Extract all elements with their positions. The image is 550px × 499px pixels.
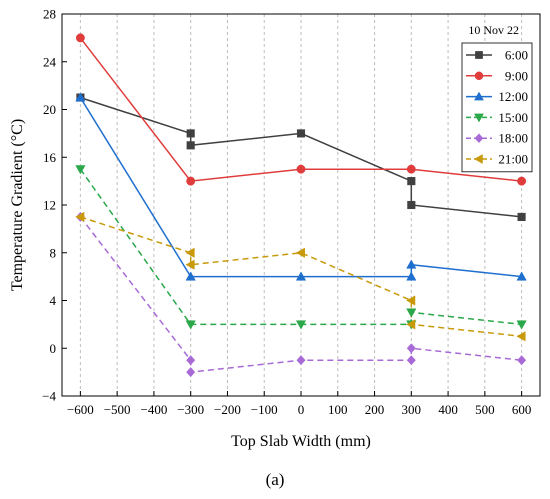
data-point-1200 bbox=[406, 271, 417, 281]
legend-marker-1800 bbox=[474, 133, 484, 144]
x-tick-label: 600 bbox=[512, 402, 532, 417]
caption-text: (a) bbox=[265, 470, 285, 489]
legend-box bbox=[461, 42, 533, 173]
series-line-1500 bbox=[79, 168, 522, 326]
x-tick-label: −100 bbox=[251, 402, 278, 417]
y-tick-label: 4 bbox=[50, 293, 57, 308]
data-point-1500 bbox=[185, 320, 196, 330]
y-tick-label: −4 bbox=[42, 389, 56, 404]
y-tick-label: 16 bbox=[43, 150, 57, 165]
data-point-1200 bbox=[406, 259, 417, 269]
legend-label-1800: 18:00 bbox=[498, 131, 528, 146]
data-point-1800 bbox=[517, 355, 527, 366]
x-tick-label: 400 bbox=[438, 402, 458, 417]
x-tick-label: 300 bbox=[402, 402, 422, 417]
legend-marker-1500 bbox=[474, 113, 484, 123]
data-point-600 bbox=[186, 129, 195, 138]
legend-label-1500: 15:00 bbox=[498, 110, 528, 125]
data-point-1800 bbox=[406, 343, 416, 354]
data-point-1500 bbox=[516, 320, 527, 330]
data-point-1500 bbox=[295, 320, 307, 330]
series-markers bbox=[75, 33, 527, 378]
y-tick-label: 24 bbox=[43, 54, 57, 69]
date-annotation: 10 Nov 22 bbox=[468, 23, 519, 37]
data-point-2100 bbox=[406, 295, 416, 306]
data-point-1200 bbox=[295, 271, 307, 281]
data-point-2100 bbox=[516, 331, 526, 342]
legend-label-900: 9:00 bbox=[505, 68, 528, 83]
x-tick-label: −600 bbox=[67, 402, 94, 417]
legend-label-2100: 21:00 bbox=[498, 152, 528, 167]
data-point-900 bbox=[186, 176, 196, 186]
y-tick-label: 0 bbox=[50, 341, 57, 356]
grid-lines bbox=[79, 14, 523, 396]
data-point-1800 bbox=[186, 367, 196, 378]
data-point-900 bbox=[517, 176, 527, 186]
x-tick-label: −500 bbox=[104, 402, 131, 417]
legend-marker-2100 bbox=[473, 154, 483, 164]
y-tick-label: 20 bbox=[43, 102, 56, 117]
data-point-2100 bbox=[185, 247, 195, 258]
y-tick-label: 8 bbox=[50, 245, 57, 260]
data-point-2100 bbox=[185, 259, 195, 270]
x-tick-label: 200 bbox=[365, 402, 385, 417]
data-point-600 bbox=[186, 141, 195, 150]
x-tick-label: −300 bbox=[177, 402, 204, 417]
data-point-1200 bbox=[516, 271, 527, 281]
axis-ticks: −600 −500 −400 −300 −200 −100 0 100 200 300 400 500… bbox=[42, 7, 531, 418]
y-tick-label: 28 bbox=[43, 7, 56, 22]
x-axis-label: Top Slab Width (mm) bbox=[231, 433, 371, 450]
data-point-600 bbox=[407, 177, 416, 186]
legend-label-600: 6:00 bbox=[505, 48, 528, 63]
x-tick-label: 100 bbox=[328, 402, 348, 417]
series-line-600 bbox=[80, 96, 522, 218]
data-point-1500 bbox=[75, 165, 86, 175]
x-tick-label: 0 bbox=[298, 402, 305, 417]
legend: 6:00 9:00 12:00 15:00 18:00 21:00 bbox=[461, 42, 533, 173]
data-point-1800 bbox=[406, 355, 416, 366]
data-point-1800 bbox=[296, 355, 306, 366]
x-tick-label: −400 bbox=[141, 402, 168, 417]
x-tick-label: 500 bbox=[475, 402, 495, 417]
data-point-1500 bbox=[406, 308, 417, 318]
legend-marker-900 bbox=[474, 71, 484, 81]
x-tick-label: −200 bbox=[214, 402, 241, 417]
data-point-2100 bbox=[295, 247, 305, 258]
data-point-1800 bbox=[186, 355, 196, 366]
data-point-600 bbox=[517, 212, 526, 221]
y-axis-label: Temperature Gradient (°C) bbox=[9, 119, 26, 291]
temperature-gradient-chart: −600 −500 −400 −300 −200 −100 0 100 200 300 400 500… bbox=[9, 7, 541, 450]
data-point-900 bbox=[296, 164, 306, 174]
legend-marker-600 bbox=[475, 51, 483, 59]
data-point-1200 bbox=[75, 92, 86, 102]
data-point-600 bbox=[407, 200, 416, 210]
legend-marker-1200 bbox=[474, 91, 484, 101]
series-line-1800 bbox=[79, 216, 522, 373]
data-point-2100 bbox=[75, 211, 85, 223]
data-point-2100 bbox=[406, 319, 416, 330]
y-tick-label: 12 bbox=[43, 198, 56, 213]
series-line-1200 bbox=[79, 97, 522, 278]
data-point-1200 bbox=[185, 271, 196, 281]
data-point-900 bbox=[406, 164, 416, 174]
data-point-600 bbox=[296, 129, 306, 138]
data-point-900 bbox=[75, 33, 85, 43]
figure-caption: (a) bbox=[0, 470, 550, 490]
legend-label-1200: 12:00 bbox=[498, 89, 528, 104]
